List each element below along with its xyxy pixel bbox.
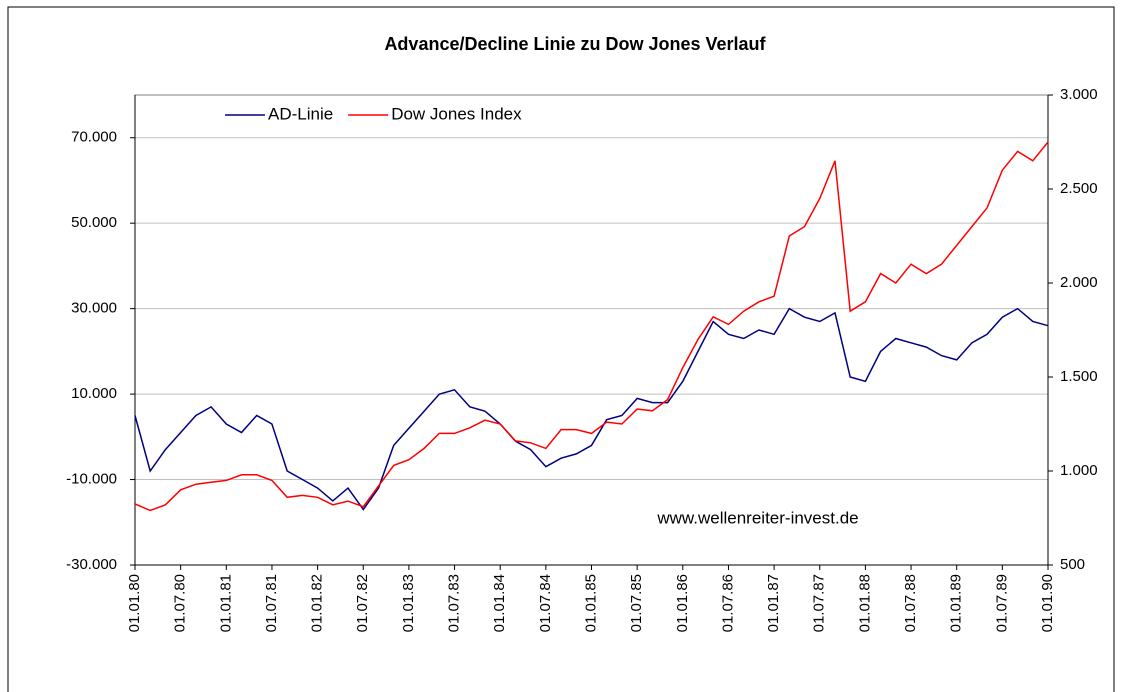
x-tick-label: 01.01.90 <box>1039 574 1056 632</box>
x-tick-label: 01.01.81 <box>217 574 234 632</box>
legend-label: Dow Jones Index <box>391 104 522 123</box>
y-tick-label: 50.000 <box>71 214 117 231</box>
series-line <box>134 141 1049 512</box>
x-tick-label: 01.07.84 <box>537 574 554 632</box>
x-tick-label: 01.07.81 <box>263 574 280 632</box>
x-tick-label: 01.01.85 <box>582 574 599 632</box>
x-tick-label: 01.01.84 <box>491 574 508 632</box>
y-tick-label: 10.000 <box>71 385 117 402</box>
x-tick-label: 01.01.83 <box>400 574 417 632</box>
y-tick-label: 70.000 <box>71 129 117 146</box>
x-tick-label: 01.07.82 <box>354 574 371 632</box>
x-tick-label: 01.01.87 <box>765 574 782 632</box>
x-tick-label: 01.07.85 <box>628 574 645 632</box>
x-tick-label: 01.07.80 <box>172 574 189 632</box>
y-tick-label: -10.000 <box>66 471 117 488</box>
x-tick-label: 01.07.88 <box>902 574 919 632</box>
x-tick-label: 01.01.89 <box>948 574 965 632</box>
y-tick-label: 30.000 <box>71 300 117 317</box>
y-tick-label: -30.000 <box>66 556 117 573</box>
series-line <box>134 307 1049 511</box>
legend-label: AD-Linie <box>268 104 333 123</box>
annotation: www.wellenreiter-invest.de <box>656 508 858 527</box>
x-tick-label: 01.07.89 <box>993 574 1010 632</box>
x-tick-label: 01.01.88 <box>856 574 873 632</box>
y2-tick-label: 1.500 <box>1060 368 1098 385</box>
x-tick-label: 01.01.80 <box>126 574 143 632</box>
x-tick-label: 01.07.87 <box>811 574 828 632</box>
x-tick-label: 01.01.86 <box>674 574 691 632</box>
x-tick-label: 01.01.82 <box>309 574 326 632</box>
y2-tick-label: 2.500 <box>1060 180 1098 197</box>
x-tick-label: 01.07.83 <box>446 574 463 632</box>
x-tick-label: 01.07.86 <box>719 574 736 632</box>
y2-tick-label: 3.000 <box>1060 86 1098 103</box>
y2-tick-label: 2.000 <box>1060 274 1098 291</box>
chart-title: Advance/Decline Linie zu Dow Jones Verla… <box>384 34 766 54</box>
y2-tick-label: 500 <box>1060 556 1085 573</box>
y2-tick-label: 1.000 <box>1060 462 1098 479</box>
